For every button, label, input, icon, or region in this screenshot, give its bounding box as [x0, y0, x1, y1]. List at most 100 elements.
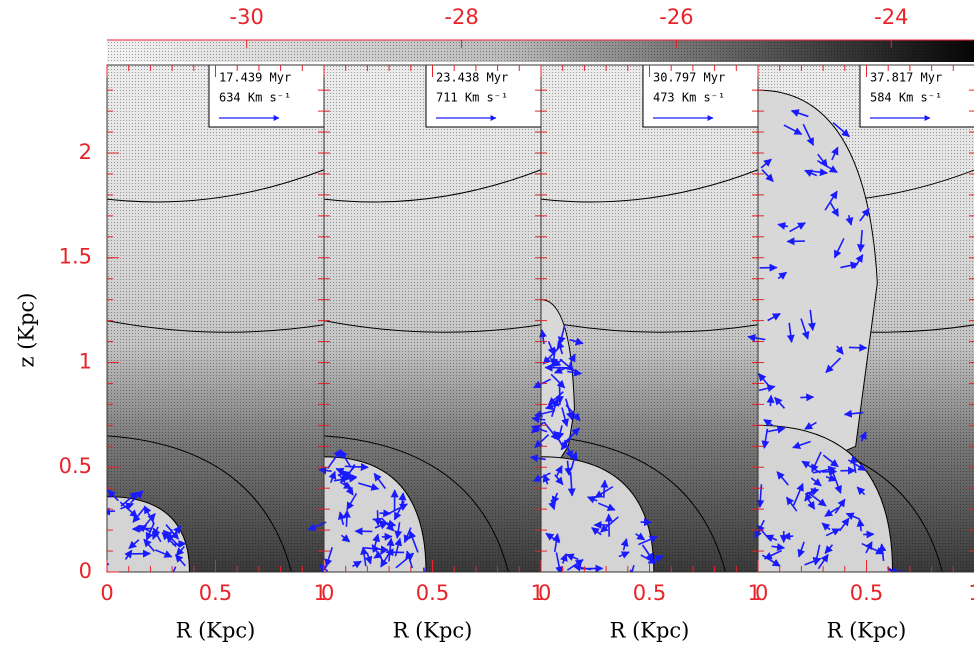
plume — [757, 89, 878, 489]
velocity-arrow — [551, 492, 560, 505]
velocity-arrow — [840, 261, 859, 270]
velocity-arrow — [358, 482, 380, 491]
contour — [323, 320, 542, 333]
x-axis-label: R (Kpc) — [827, 619, 907, 643]
y-tick-label: 0 — [79, 559, 92, 583]
velocity-arrow — [817, 553, 829, 570]
velocity-arrow — [162, 529, 180, 547]
contour — [540, 435, 726, 572]
velocity-arrow — [327, 449, 342, 469]
panel-texture — [107, 65, 324, 572]
velocity-arrow — [340, 466, 355, 483]
time-label: 17.439 Myr — [219, 71, 291, 85]
velocity-arrow — [786, 322, 795, 343]
velocity-arrow — [555, 382, 564, 405]
velocity-arrow — [635, 532, 646, 541]
velocity-arrow — [802, 123, 815, 147]
velocity-arrow — [172, 540, 187, 548]
velocity-arrow — [120, 491, 139, 507]
velocity-arrow — [856, 518, 865, 532]
velocity-arrow — [859, 208, 870, 222]
velocity-arrow — [565, 553, 579, 561]
velocity-arrow — [831, 146, 839, 161]
velocity-arrow — [403, 527, 412, 544]
velocity-arrow — [843, 409, 864, 418]
contour — [107, 435, 292, 572]
velocity-arrow — [838, 517, 850, 532]
velocity-arrow — [832, 121, 850, 138]
x-tick-label: 0 — [321, 581, 334, 605]
velocity-arrow — [128, 571, 130, 572]
velocity-arrow — [307, 521, 327, 531]
velocity-arrow — [534, 433, 550, 449]
velocity-arrow — [548, 499, 556, 511]
velocity-arrow — [800, 318, 810, 340]
velocity-arrow — [568, 353, 576, 365]
x-axis-label: R (Kpc) — [610, 619, 690, 643]
velocity-arrow — [789, 222, 806, 233]
y-tick-label: 0.5 — [59, 454, 92, 478]
velocity-arrow — [555, 552, 564, 572]
velocity-arrow — [386, 537, 395, 562]
velocity-arrow — [763, 418, 774, 427]
velocity-arrow — [394, 537, 403, 557]
velocity-arrow — [776, 471, 789, 486]
colorbar-tick-label: -24 — [874, 5, 908, 29]
velocity-arrow — [800, 393, 815, 402]
panel: 37.817 Myr 584 Km s⁻¹ — [747, 65, 974, 572]
velocity-arrow — [822, 454, 839, 468]
velocity-arrow — [531, 421, 545, 434]
velocity-arrow — [782, 532, 794, 541]
panel: 23.438 Myr 711 Km s⁻¹ — [307, 65, 557, 572]
velocity-arrow — [339, 449, 352, 468]
velocity-arrow — [765, 534, 778, 542]
colorbar-tick-label: -26 — [659, 5, 693, 29]
velocity-arrow — [139, 513, 156, 532]
panel: 17.439 Myr 634 Km s⁻¹ — [107, 65, 340, 572]
velocity-arrow — [620, 538, 629, 551]
velocity-arrow — [342, 509, 351, 527]
velocity-arrow — [550, 373, 566, 389]
velocity-arrow — [174, 554, 186, 567]
time-label: 37.817 Myr — [870, 71, 942, 85]
velocity-arrow — [556, 425, 565, 441]
velocity-arrow — [529, 454, 546, 463]
velocity-arrow — [777, 271, 788, 280]
velocity-arrow — [555, 465, 563, 478]
velocity-arrow — [822, 467, 838, 476]
x-tick-label: 0 — [755, 581, 768, 605]
velocity-arrow — [145, 522, 155, 541]
velocity-arrow — [560, 553, 568, 564]
contour — [323, 169, 542, 203]
contour — [107, 169, 325, 203]
velocity-arrow — [586, 495, 598, 504]
velocity-arrow — [151, 526, 160, 540]
velocity-arrow — [756, 524, 771, 541]
velocity-arrow — [766, 394, 775, 407]
velocity-arrow — [856, 486, 866, 496]
velocity-arrow — [760, 158, 772, 169]
velocity-arrow — [825, 474, 837, 482]
contour — [107, 320, 325, 333]
velocity-label: 634 Km s⁻¹ — [219, 91, 291, 105]
velocity-arrow — [542, 347, 560, 365]
velocity-arrow — [566, 559, 584, 571]
velocity-arrow — [373, 472, 387, 489]
velocity-label: 584 Km s⁻¹ — [870, 91, 942, 105]
velocity-arrow — [638, 535, 658, 546]
velocity-arrow — [845, 512, 860, 521]
velocity-arrow — [804, 169, 818, 177]
velocity-arrow — [534, 409, 556, 418]
velocity-arrow — [563, 439, 573, 459]
velocity-arrow — [618, 551, 630, 559]
velocity-arrow — [374, 521, 388, 530]
velocity-arrow — [388, 503, 408, 515]
contour — [540, 320, 759, 333]
velocity-arrow — [783, 124, 803, 136]
velocity-arrow — [408, 530, 419, 553]
contour — [323, 435, 509, 572]
velocity-arrow — [747, 333, 766, 342]
velocity-arrow — [835, 345, 844, 355]
velocity-arrow — [337, 511, 346, 526]
